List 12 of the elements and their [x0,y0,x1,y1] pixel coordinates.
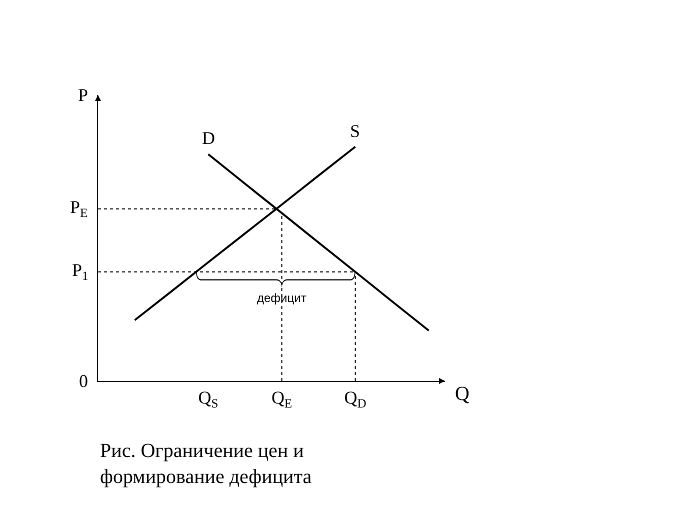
x-tick-label: Q$_{E}$ [271,388,292,410]
x-tick-label: Q$_{S}$ [198,388,218,410]
series-label: D [202,128,215,148]
text: 0 [79,371,88,391]
series-label: S [350,121,360,141]
annotation: дефицит [257,291,307,305]
y-axis-title: P [78,85,88,105]
ref-line-label: P$_{1}$ [72,260,88,283]
ref-line-label: P$_{E}$ [70,197,88,220]
x-axis-title: Q [455,383,470,405]
x-tick-label: Q$_{D}$ [344,388,366,410]
text: Рис. Ограничение цен и формирование дефицита [100,440,312,488]
